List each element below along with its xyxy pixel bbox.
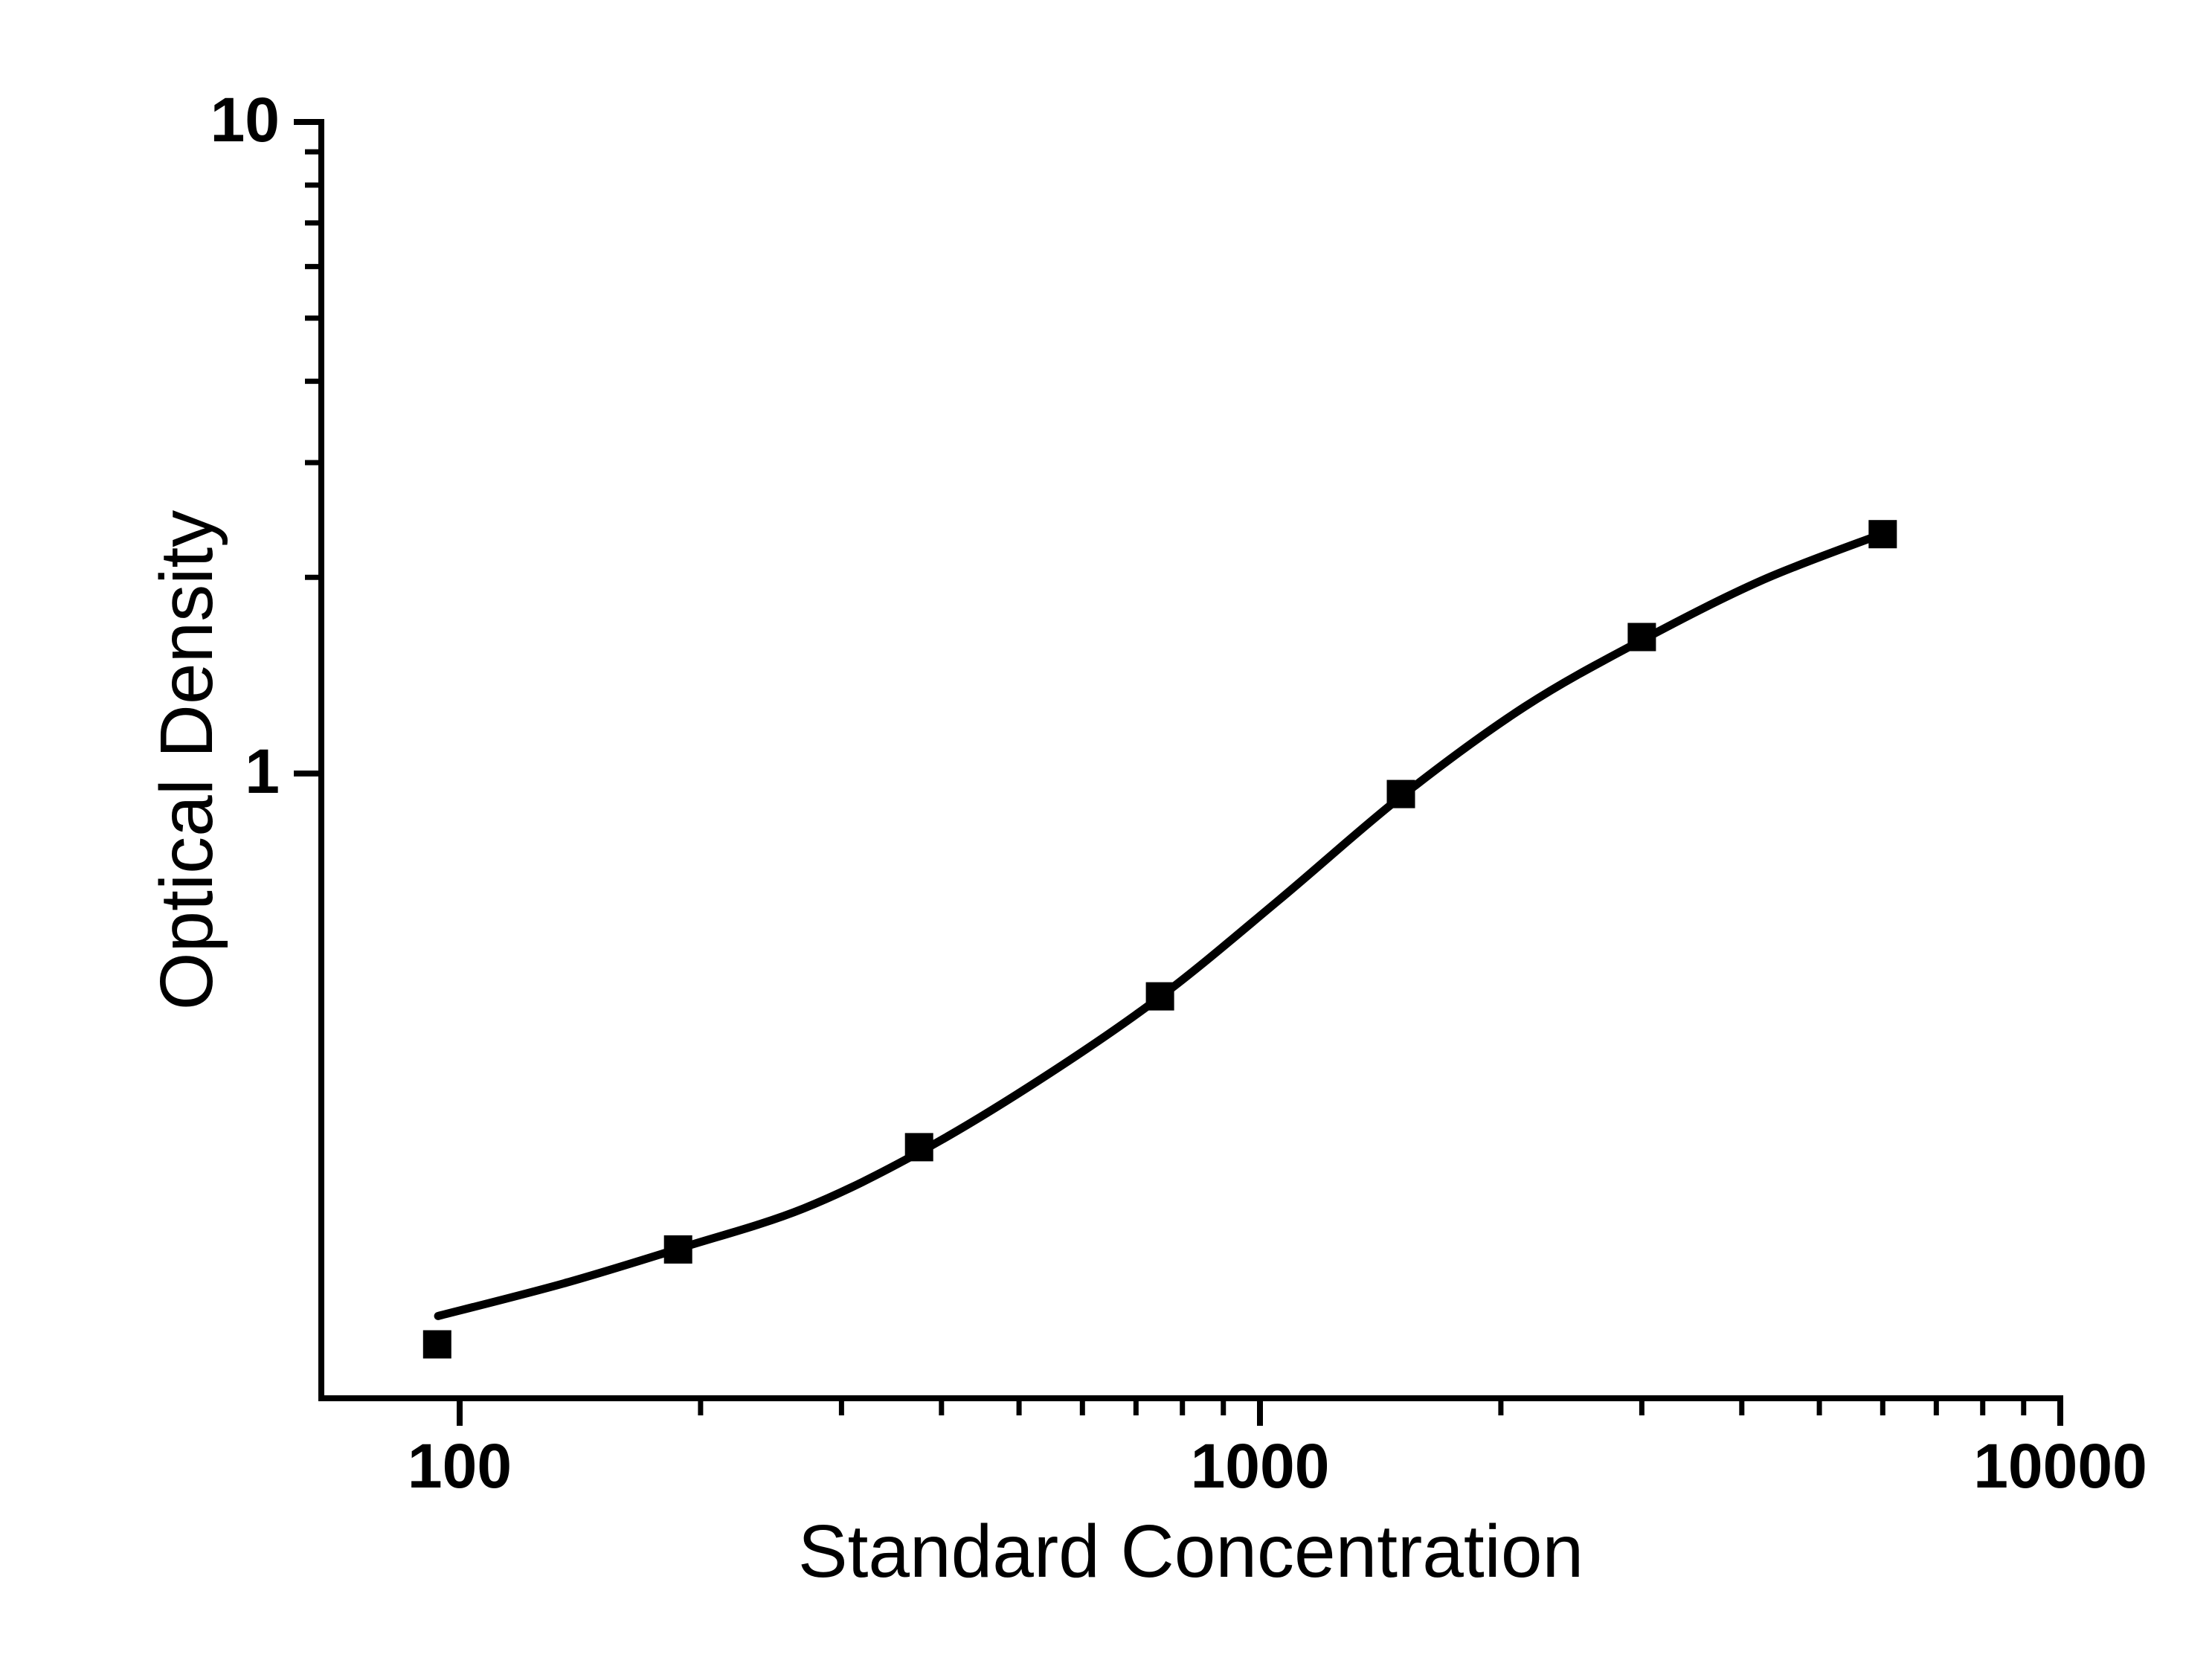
data-point: [1386, 779, 1415, 808]
data-point: [1868, 520, 1897, 549]
y-tick-label: 1: [245, 736, 280, 806]
data-point: [1145, 982, 1174, 1011]
fit-curve: [434, 530, 1886, 1320]
x-axis-ticks: [457, 1398, 2063, 1426]
y-axis-title: Optical Density: [145, 510, 228, 1010]
data-point-series: [422, 520, 1897, 1359]
x-axis-tick-labels: 100 1000 10000: [408, 1431, 2147, 1501]
data-point: [904, 1133, 933, 1162]
data-point: [663, 1235, 692, 1264]
x-axis-title: Standard Concentration: [798, 1510, 1584, 1593]
y-axis-tick-labels: 10 1: [210, 85, 280, 806]
y-axis-ticks: [294, 119, 321, 776]
axes: [318, 119, 2063, 1401]
x-tick-label: 1000: [1191, 1431, 1330, 1501]
x-tick-label: 10000: [1973, 1431, 2147, 1501]
x-tick-label: 100: [408, 1431, 512, 1501]
data-point: [422, 1330, 451, 1359]
data-point: [1627, 623, 1656, 652]
y-tick-label: 10: [210, 85, 280, 155]
